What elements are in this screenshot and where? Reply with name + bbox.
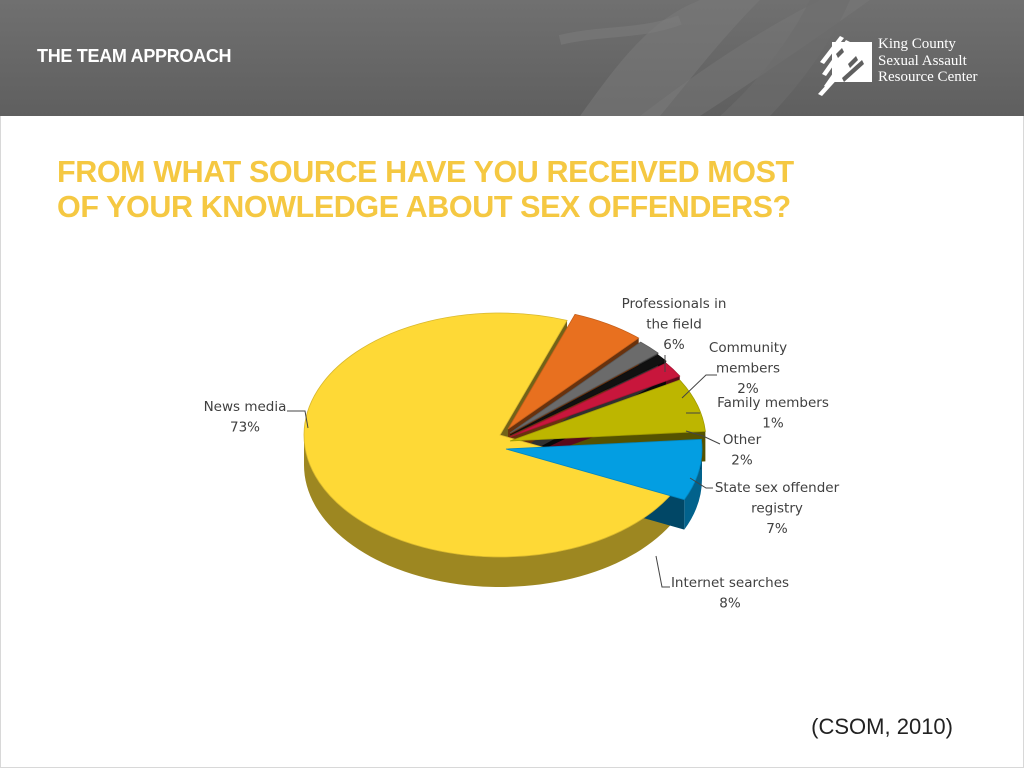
slide-question-title: FROM WHAT SOURCE HAVE YOU RECEIVED MOST …: [57, 155, 977, 225]
logo-line-2: Sexual Assault: [878, 52, 967, 69]
slice-label-line: 7%: [766, 521, 788, 537]
organization-logo: King County Sexual Assault Resource Cent…: [818, 34, 998, 96]
slice-label: Internet searches 8%: [671, 575, 789, 612]
slice-label-line: 2%: [737, 381, 759, 397]
slice-label: News media 73%: [204, 399, 287, 436]
slice-label: Community members 2%: [709, 340, 787, 397]
header-banner: THE TEAM APPROACH King County Sexual Ass…: [0, 0, 1024, 116]
slice-label-line: registry: [751, 501, 803, 517]
pie-slice-6: [509, 379, 706, 442]
pie-slice-5: [509, 362, 681, 438]
pie-slice-side: [304, 435, 679, 587]
question-line-2: OF YOUR KNOWLEDGE ABOUT SEX OFFENDERS?: [57, 190, 791, 224]
pie-slice-7: [505, 438, 703, 501]
pie-slice-side: [684, 449, 702, 530]
slice-label-line: Other: [723, 432, 762, 448]
slice-label-line: 1%: [762, 416, 784, 432]
slice-label-line: Professionals in: [622, 296, 727, 312]
slice-label: Professionals in the field 6%: [622, 296, 727, 353]
pie-slice-1: [303, 312, 679, 558]
header-brush-decoration: [558, 0, 870, 116]
leader-line: [287, 410, 309, 429]
leader-line: [689, 477, 713, 489]
leader-line: [655, 555, 670, 588]
citation: (CSOM, 2010): [811, 714, 953, 739]
slice-label-line: Family members: [717, 395, 829, 411]
slice-label-line: members: [716, 361, 780, 377]
slice-label-line: 73%: [230, 420, 260, 436]
pie-slice-3: [509, 341, 659, 434]
slice-label-line: Community: [709, 340, 787, 356]
leader-line: [685, 430, 721, 445]
slice-label: Other 2%: [723, 432, 762, 469]
leader-line: [681, 374, 717, 399]
brush-stroke-logo-icon: [818, 36, 872, 96]
question-line-1: FROM WHAT SOURCE HAVE YOU RECEIVED MOST: [57, 155, 794, 189]
slice-label-line: 8%: [719, 596, 741, 612]
slice-label-line: News media: [204, 399, 287, 415]
section-title: THE TEAM APPROACH: [37, 46, 232, 66]
slice-label-line: Internet searches: [671, 575, 789, 591]
slice-label-line: State sex offender: [715, 480, 840, 496]
slice-label-line: 6%: [663, 337, 685, 353]
slice-label: Family members 1%: [717, 395, 829, 432]
pie-slice-2: [507, 313, 640, 430]
slice-label: State sex offender registry 7%: [715, 480, 840, 537]
logo-line-3: Resource Center: [878, 69, 978, 85]
logo-line-1: King County: [878, 36, 956, 52]
slice-label-line: the field: [646, 317, 702, 333]
logo-text: King County Sexual Assault Resource Cent…: [878, 36, 978, 86]
slice-label-line: 2%: [731, 453, 753, 469]
pie-slice-4: [509, 354, 667, 436]
